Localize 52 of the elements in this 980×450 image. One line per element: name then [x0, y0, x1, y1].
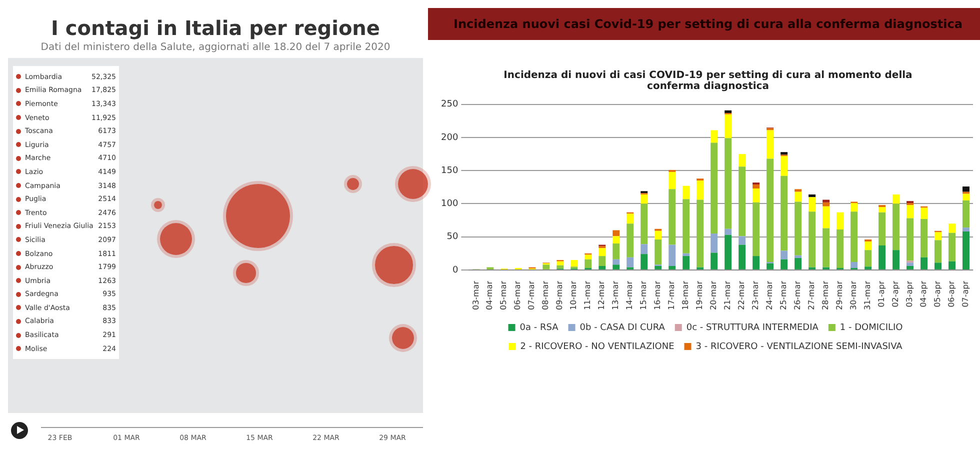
text: Dati del ministero della Salute, aggiornati alle 18.20 del 7 aprile 2020	[40, 42, 392, 53]
x-tick-label: 13-mar	[611, 280, 620, 310]
x-tick-label: 04-apr	[919, 280, 928, 308]
x-tick-label: 25-mar	[779, 280, 788, 310]
chart-title: Incidenza nuovi casi Covid-19 per setting di cura alla conferma diagnostica	[428, 8, 980, 40]
y-tick-label: 150	[440, 166, 458, 176]
text: I contagi in Italia per regione	[50, 16, 381, 40]
x-tick-label: 31-mar	[863, 280, 872, 310]
y-tick-label: 200	[440, 132, 458, 143]
x-tick-label: 04-mar	[485, 280, 494, 310]
x-tick-label: 15-mar	[639, 280, 648, 310]
x-tick-label: 30-mar	[849, 280, 858, 310]
legend-label: 0a - RSA	[520, 322, 560, 333]
x-tick-label: 21-mar	[723, 280, 732, 310]
x-tick-label: 19-mar	[695, 280, 704, 310]
x-tick-label: 07-apr	[961, 280, 970, 308]
x-tick-label: 18-mar	[681, 280, 690, 310]
x-tick-label: 06-apr	[947, 280, 956, 308]
x-tick-label: 27-mar	[807, 280, 816, 310]
x-tick-label: 17-mar	[667, 280, 676, 310]
x-tick-label: 11-mar	[583, 280, 592, 310]
legend-label: 2 - RICOVERO - NO VENTILAZIONE	[520, 342, 675, 352]
x-tick-label: 05-mar	[499, 280, 508, 310]
x-tick-label: 09-mar	[555, 280, 564, 310]
x-tick-label: 22-mar	[737, 280, 746, 310]
x-tick-label: 01-apr	[877, 280, 886, 308]
y-tick-label: 100	[440, 199, 458, 210]
x-tick-label: 16-mar	[653, 280, 662, 310]
x-tick-label: 29-mar	[835, 280, 844, 310]
chart-subtitle: Incidenza di nuovi di casi COVID-19 per setting di cura al momento della conferma diagnostica	[502, 70, 914, 92]
x-tick-label: 03-apr	[905, 280, 914, 308]
x-tick-label: 20-mar	[709, 280, 718, 310]
x-tick-label: 10-mar	[569, 280, 578, 310]
x-tick-label: 14-mar	[625, 280, 634, 310]
y-tick-label: 250	[440, 100, 458, 110]
x-tick-label: 03-mar	[471, 280, 480, 310]
x-tick-label: 08-mar	[541, 280, 550, 310]
legend-label: 1 - DOMICILIO	[840, 322, 903, 333]
x-tick-label: 26-mar	[793, 280, 802, 310]
x-tick-label: 05-apr	[933, 280, 942, 308]
x-tick-label: 07-mar	[527, 280, 536, 310]
legend-label: 3 - RICOVERO - VENTILAZIONE SEMI-INVASIVA	[696, 342, 904, 352]
x-tick-label: 24-mar	[765, 280, 774, 310]
y-tick-label: 50	[446, 232, 458, 242]
x-tick-label: 28-mar	[821, 280, 830, 310]
x-tick-label: 06-mar	[513, 280, 522, 310]
y-tick-label: 0	[452, 265, 458, 276]
legend-label: 0c - STRUTTURA INTERMEDIA	[686, 322, 820, 333]
x-tick-label: 23-mar	[751, 280, 760, 310]
x-tick-label: 12-mar	[597, 280, 606, 310]
x-tick-label: 02-apr	[891, 280, 900, 308]
legend-label: 0b - CASA DI CURA	[580, 322, 666, 333]
